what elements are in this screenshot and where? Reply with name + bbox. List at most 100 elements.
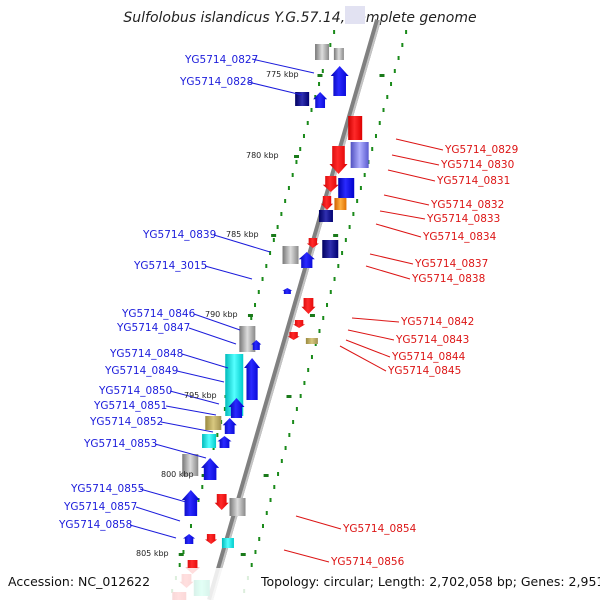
guide-dot (269, 251, 272, 255)
gene-arrow-forward (181, 490, 200, 516)
leader-line-left (165, 405, 217, 416)
tick-mark (247, 314, 253, 317)
gene-label-left: YG5714_0855 (70, 483, 144, 495)
guide-dot (250, 316, 253, 320)
tick-label: 775 kbp (266, 70, 299, 79)
tick-label: 790 kbp (205, 310, 238, 319)
guide-dot (295, 407, 298, 411)
tick-mark (309, 314, 315, 317)
guide-dot (189, 524, 192, 528)
gene-block (205, 416, 222, 430)
leader-line-right (345, 339, 391, 358)
guide-dot (378, 121, 381, 125)
guide-dot (284, 199, 287, 203)
gene-label-right: YG5714_0829 (444, 144, 518, 156)
gene-arrow-forward (282, 288, 293, 294)
guide-dot (216, 433, 219, 437)
gene-arrow-reverse (306, 238, 319, 248)
gene-arrow-forward (251, 340, 262, 350)
gene-label-right: YG5714_0834 (422, 231, 497, 243)
gene-label-left: YG5714_0847 (116, 322, 190, 334)
leader-line-right (379, 210, 426, 220)
gene-arrow-forward (244, 358, 261, 400)
gene-label-right: YG5714_0844 (391, 351, 466, 363)
guide-dot (261, 524, 264, 528)
guide-dot (397, 56, 400, 60)
accession-text: Accession: NC_012622 (8, 574, 150, 589)
guide-dot (318, 329, 321, 333)
guide-dot (272, 238, 275, 242)
tick-mark (263, 474, 269, 477)
leader-line-left (160, 421, 214, 433)
gene-block (338, 178, 355, 198)
guide-dot (333, 277, 336, 281)
gene-label-left: YG5714_0851 (93, 400, 167, 412)
tick-mark (294, 155, 300, 158)
gene-label-left: YG5714_0839 (142, 229, 216, 241)
guide-dot (250, 563, 253, 567)
guide-dot (265, 511, 268, 515)
gene-label-right: YG5714_0831 (436, 175, 510, 187)
guide-dot (284, 446, 287, 450)
gene-label-left: YG5714_0850 (98, 385, 172, 397)
guide-dot (201, 485, 204, 489)
guide-dot (344, 238, 347, 242)
leader-line-left (176, 370, 225, 383)
gene-label-right: YG5714_0837 (414, 258, 488, 270)
gene-label-left: YG5714_0853 (83, 438, 157, 450)
guide-dot (314, 95, 317, 99)
tick-label: 785 kbp (226, 230, 259, 239)
gene-label-right: YG5714_0832 (430, 199, 504, 211)
guide-dot (326, 303, 329, 307)
leader-line-right (283, 549, 330, 563)
gene-label-right: YG5714_0854 (342, 523, 417, 535)
tick-mark (286, 395, 292, 398)
leader-line-left (188, 327, 237, 345)
guide-dot (374, 134, 377, 138)
guide-dot (401, 43, 404, 47)
gene-arrow-forward (183, 534, 196, 544)
leader-line-right (375, 223, 422, 238)
gene-label-right: YG5714_0856 (330, 556, 405, 568)
guide-dot (295, 160, 298, 164)
gene-label-right: YG5714_0833 (426, 213, 500, 225)
gene-block (282, 246, 299, 264)
gene-block (221, 538, 234, 548)
guide-dot (302, 134, 305, 138)
gene-label-right: YG5714_0845 (387, 365, 461, 377)
leader-line-right (339, 345, 387, 372)
guide-dot (386, 95, 389, 99)
gene-arrow-reverse (287, 332, 300, 340)
tick-label: 800 kbp (161, 470, 194, 479)
guide-dot (363, 173, 366, 177)
leader-line-left (204, 265, 253, 280)
guide-dot (371, 147, 374, 151)
guide-dot (329, 290, 332, 294)
guide-dot (254, 303, 257, 307)
leader-line-right (383, 194, 430, 206)
leader-line-left (181, 353, 229, 369)
gene-label-right: YG5714_0842 (400, 316, 474, 328)
leader-line-right (347, 329, 395, 341)
guide-dot (310, 108, 313, 112)
guide-dot (182, 550, 185, 554)
guide-dot (359, 186, 362, 190)
gene-arrow-forward (330, 66, 349, 96)
leader-line-right (395, 138, 444, 151)
gene-label-left: YG5714_0852 (89, 416, 163, 428)
gene-label-left: YG5714_0846 (121, 308, 196, 320)
leader-line-left (139, 488, 187, 503)
gene-block (229, 498, 246, 516)
guide-dot (292, 420, 295, 424)
tick-mark (317, 74, 323, 77)
guide-dot (306, 121, 309, 125)
gene-label-left: YG5714_3015 (133, 260, 207, 272)
guide-dot (303, 381, 306, 385)
guide-dot (318, 82, 321, 86)
gene-label-left: YG5714_0828 (179, 76, 253, 88)
gene-arrow-reverse (322, 176, 339, 192)
guide-dot (265, 264, 268, 268)
guide-dot (390, 82, 393, 86)
gene-block (318, 210, 333, 222)
